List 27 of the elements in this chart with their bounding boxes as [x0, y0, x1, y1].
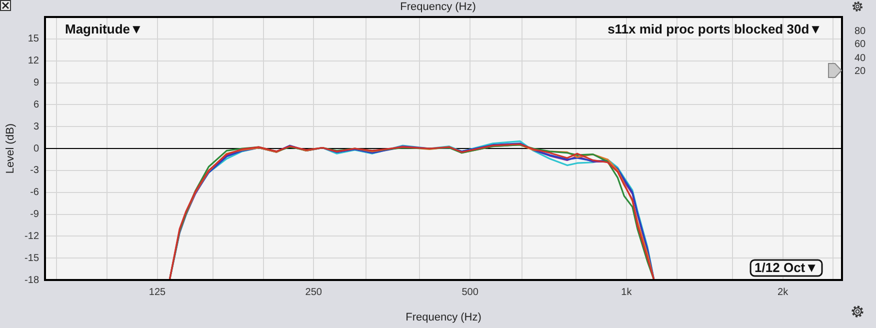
y-tick-label: 9: [33, 78, 40, 88]
x-tick-label: 125: [148, 286, 166, 298]
y-tick-label: -15: [24, 252, 40, 264]
y-tick-label: -6: [30, 187, 40, 198]
annotation: 1/12 Oct▼: [754, 260, 818, 276]
text: 40: [853, 52, 867, 65]
y-axis-title: Level (dB): [4, 123, 17, 174]
text: Frequency (Hz): [399, 1, 477, 14]
chart-title: Magnitude▼: [65, 22, 143, 37]
y-tick-label: 3: [33, 121, 40, 132]
y-tick-label: 15: [28, 34, 40, 45]
text: 60: [853, 38, 867, 52]
y-tick-label: -9: [30, 209, 40, 220]
y-tick-label: 12: [28, 56, 40, 67]
y-tick-label: 0: [33, 143, 40, 154]
x-tick-label: 2k: [778, 286, 790, 298]
x-tick-label: 1k: [621, 286, 633, 298]
y-tick-label: -12: [24, 230, 40, 242]
x-axis-title: Frequency (Hz): [406, 311, 482, 324]
x-tick-label: 250: [305, 286, 322, 298]
text: 20: [853, 64, 867, 78]
y-tick-label: -3: [30, 165, 40, 176]
text: 80: [853, 25, 867, 38]
chart-subtitle: s11x mid proc ports blocked 30d▼: [608, 22, 822, 37]
y-tick-label: -18: [24, 274, 40, 286]
x-tick-label: 500: [462, 286, 479, 298]
y-tick-label: 6: [33, 99, 40, 110]
